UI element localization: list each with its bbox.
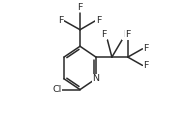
Text: F: F xyxy=(143,44,148,53)
Text: N: N xyxy=(92,74,99,83)
Text: F: F xyxy=(143,61,148,70)
Text: Cl: Cl xyxy=(52,85,61,94)
Text: F: F xyxy=(101,30,107,39)
Text: F: F xyxy=(77,3,83,12)
Text: F: F xyxy=(96,16,101,25)
Text: F: F xyxy=(58,16,64,25)
Text: F: F xyxy=(125,30,130,39)
Text: F: F xyxy=(123,30,128,39)
